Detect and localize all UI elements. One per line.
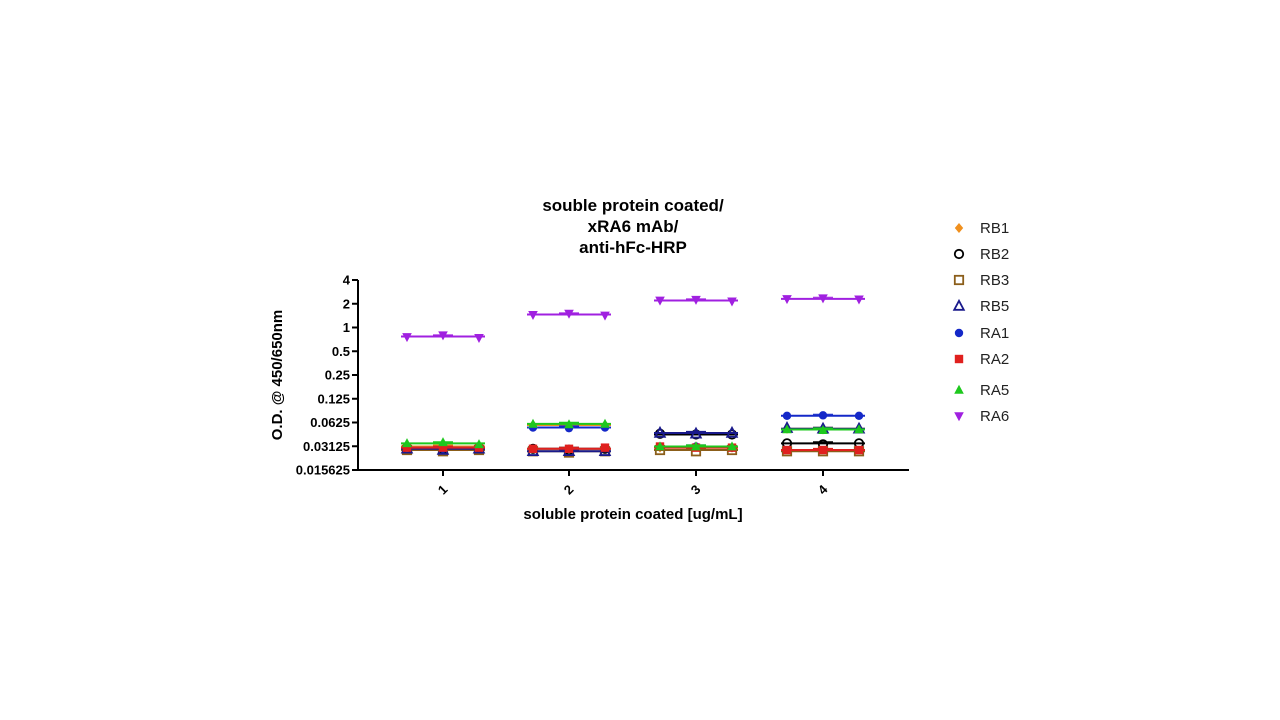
- series-ra5: [401, 418, 865, 451]
- legend-item: RB2: [953, 246, 1009, 263]
- data-point: [474, 439, 484, 449]
- data-point: [727, 441, 737, 451]
- legend-item: RA6: [954, 408, 1009, 425]
- x-axis-label: soluble protein coated [ug/mL]: [523, 506, 742, 523]
- legend-item: RA2: [954, 351, 1009, 368]
- legend-marker: [954, 328, 964, 338]
- data-point: [528, 444, 538, 454]
- legend-marker: [954, 412, 964, 422]
- legend-marker: [952, 298, 966, 311]
- data-point: [564, 419, 574, 429]
- legend-label: RB5: [980, 298, 1009, 315]
- data-point: [474, 334, 484, 344]
- y-tick-label: 0.5: [332, 344, 350, 359]
- data-point: [854, 424, 864, 434]
- legend-label: RB3: [980, 272, 1009, 289]
- x-tick-label: 4: [815, 481, 831, 497]
- data-point: [818, 445, 828, 455]
- data-point: [818, 424, 828, 434]
- data-point: [564, 309, 574, 319]
- series-ra6: [401, 294, 865, 344]
- legend-label: RB1: [980, 220, 1009, 237]
- legend-marker: [953, 248, 965, 260]
- chart-title-line: xRA6 mAb/: [588, 217, 679, 236]
- data-point: [818, 411, 828, 420]
- data-point: [438, 331, 448, 341]
- y-tick-label: 0.03125: [303, 439, 350, 454]
- data-point: [691, 441, 701, 451]
- data-point: [818, 294, 828, 304]
- legend-label: RA5: [980, 382, 1009, 399]
- x-tick-label: 3: [688, 482, 704, 498]
- data-point: [528, 310, 538, 320]
- legend-label: RA6: [980, 408, 1009, 425]
- y-tick-label: 1: [343, 320, 350, 335]
- legend-label: RA1: [980, 325, 1009, 342]
- data-point: [600, 443, 610, 452]
- y-axis-label: O.D. @ 450/650nm: [269, 310, 286, 441]
- legend-marker: [954, 354, 964, 364]
- data-point: [655, 296, 665, 306]
- data-point: [438, 437, 448, 447]
- legend-marker: [953, 274, 965, 286]
- y-tick-label: 0.0625: [310, 415, 350, 430]
- data-point: [655, 441, 665, 451]
- y-tick-label: 0.25: [325, 368, 350, 383]
- data-point: [600, 418, 610, 428]
- y-tick-label: 4: [343, 273, 351, 288]
- data-point: [782, 411, 792, 420]
- data-point: [725, 425, 739, 438]
- y-tick-label: 2: [343, 296, 350, 311]
- data-point: [528, 418, 538, 428]
- data-point: [564, 444, 574, 454]
- legend-item: RB5: [952, 298, 1009, 315]
- data-point: [402, 438, 412, 448]
- x-tick-label: 2: [561, 482, 577, 498]
- x-tick-label: 1: [435, 482, 451, 498]
- data-point: [854, 445, 864, 455]
- data-point: [727, 297, 737, 307]
- legend: RB1 RB2 RB3 RB5 RA1 RA2 RA5 RA6: [952, 220, 1009, 425]
- data-point: [782, 424, 792, 434]
- data-point: [691, 295, 701, 305]
- legend-item: RA1: [954, 325, 1009, 342]
- data-point: [600, 311, 610, 321]
- legend-label: RB2: [980, 246, 1009, 263]
- legend-label: RA2: [980, 351, 1009, 368]
- y-tick-label: 0.015625: [296, 463, 350, 478]
- legend-item: RB3: [953, 272, 1009, 289]
- data-point: [402, 333, 412, 343]
- data-point: [782, 295, 792, 305]
- data-point: [689, 426, 703, 439]
- chart-title-line: souble protein coated/: [542, 196, 724, 215]
- legend-item: RB1: [954, 220, 1009, 237]
- legend-marker: [954, 384, 964, 394]
- data-point: [653, 425, 667, 438]
- plot-area: [400, 294, 866, 458]
- axes: 0.015625 0.03125 0.0625 0.125 0.25 0.5 1 2 4 1 2 3 4: [296, 273, 909, 498]
- y-tick-label: 0.125: [317, 391, 350, 406]
- chart-title: souble protein coated/ xRA6 mAb/ anti-hF…: [542, 196, 724, 257]
- legend-item: RA5: [954, 382, 1009, 399]
- data-point: [402, 443, 412, 452]
- chart-title-line: anti-hFc-HRP: [579, 238, 687, 257]
- data-point: [782, 445, 792, 455]
- data-point: [854, 411, 864, 420]
- data-point: [854, 295, 864, 305]
- data-point: [438, 443, 448, 452]
- legend-marker: [954, 223, 964, 233]
